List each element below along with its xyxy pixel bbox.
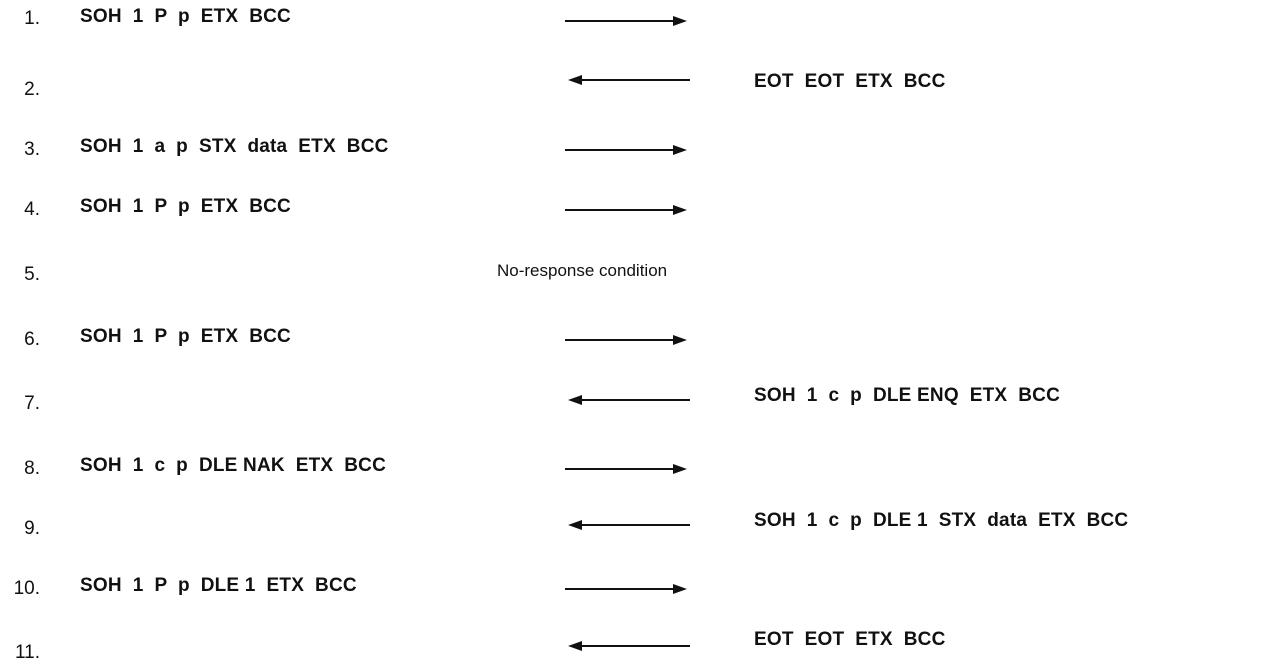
step-row: 9. SOH 1 c p DLE 1 STX data ETX BCC	[0, 506, 1280, 546]
sent-message: SOH 1 P p DLE 1 ETX BCC	[80, 575, 357, 596]
step-row: 10. SOH 1 P p DLE 1 ETX BCC	[0, 566, 1280, 606]
received-message: SOH 1 c p DLE 1 STX data ETX BCC	[754, 510, 1129, 531]
step-number: 6.	[24, 329, 40, 350]
step-number: 7.	[24, 393, 40, 414]
step-number: 3.	[24, 139, 40, 160]
step-number: 2.	[24, 79, 40, 100]
arrow-left-icon	[565, 518, 690, 532]
step-row: 8. SOH 1 c p DLE NAK ETX BCC	[0, 449, 1280, 489]
step-number: 1.	[24, 8, 40, 29]
step-row: 5. No-response condition	[0, 256, 1280, 296]
step-row: 6. SOH 1 P p ETX BCC	[0, 321, 1280, 361]
arrow-left-icon	[565, 393, 690, 407]
arrow-right-icon	[565, 14, 690, 28]
step-number: 4.	[24, 199, 40, 220]
step-row: 1. SOH 1 P p ETX BCC	[0, 2, 1280, 42]
received-message: EOT EOT ETX BCC	[754, 629, 946, 650]
step-row: 11. EOT EOT ETX BCC	[0, 624, 1280, 664]
step-row: 3. SOH 1 a p STX data ETX BCC	[0, 131, 1280, 171]
step-number: 5.	[24, 264, 40, 285]
arrow-right-icon	[565, 203, 690, 217]
arrow-right-icon	[565, 143, 690, 157]
step-row: 7. SOH 1 c p DLE ENQ ETX BCC	[0, 379, 1280, 419]
sent-message: SOH 1 P p ETX BCC	[80, 196, 291, 217]
step-number: 10.	[13, 578, 40, 599]
sent-message: SOH 1 c p DLE NAK ETX BCC	[80, 455, 387, 476]
sent-message: SOH 1 P p ETX BCC	[80, 6, 291, 27]
arrow-left-icon	[565, 73, 690, 87]
arrow-right-icon	[565, 462, 690, 476]
step-number: 11.	[14, 642, 40, 663]
step-number: 8.	[24, 458, 40, 479]
arrow-left-icon	[565, 639, 690, 653]
step-row: 2. EOT EOT ETX BCC	[0, 61, 1280, 101]
condition-note: No-response condition	[497, 261, 668, 280]
received-message: EOT EOT ETX BCC	[754, 71, 946, 92]
sent-message: SOH 1 a p STX data ETX BCC	[80, 136, 389, 157]
sent-message: SOH 1 P p ETX BCC	[80, 326, 291, 347]
received-message: SOH 1 c p DLE ENQ ETX BCC	[754, 385, 1061, 406]
step-number: 9.	[24, 518, 40, 539]
arrow-right-icon	[565, 582, 690, 596]
arrow-right-icon	[565, 333, 690, 347]
step-row: 4. SOH 1 P p ETX BCC	[0, 191, 1280, 231]
